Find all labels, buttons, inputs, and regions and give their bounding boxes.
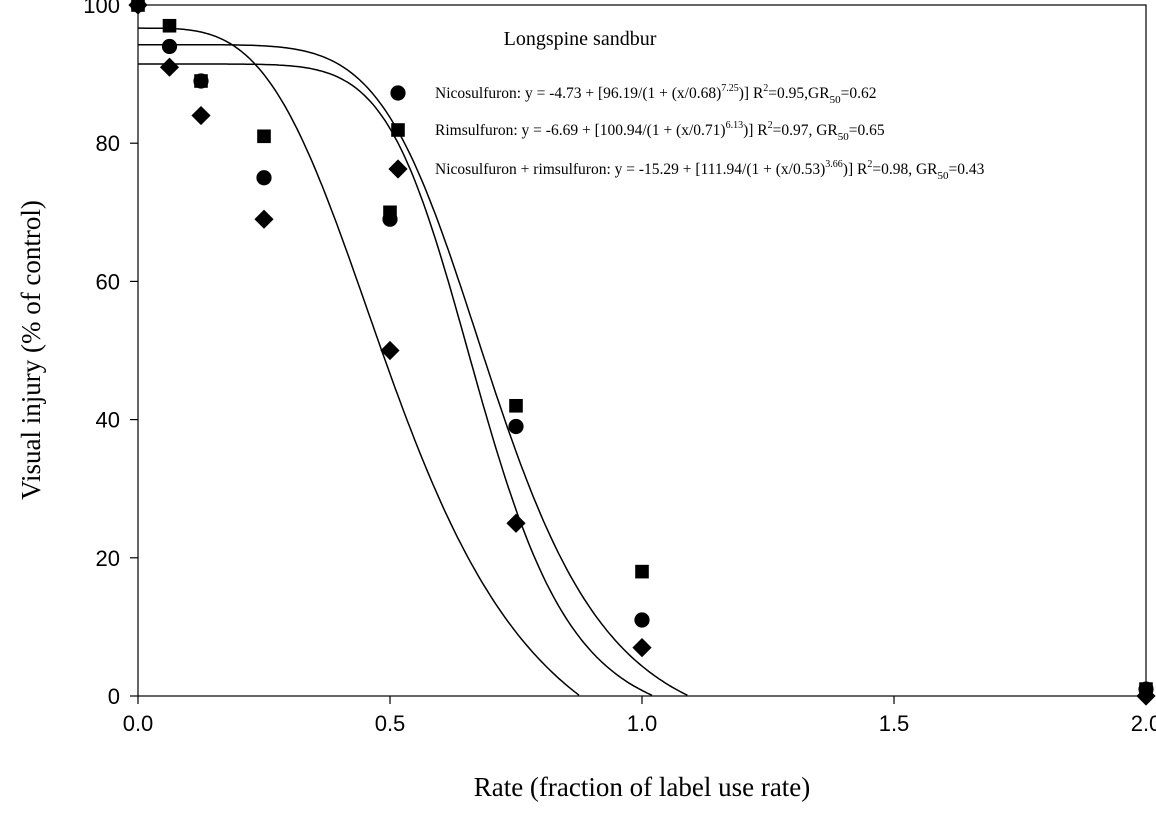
x-axis: 0.0 0.5 1.0 1.5 2.0 (123, 696, 1156, 736)
x-tick-label: 2.0 (1131, 711, 1156, 736)
legend-text-part: 2 (768, 120, 773, 131)
circle-point (508, 418, 524, 435)
diamond-point (254, 209, 274, 229)
legend-text-part: 3.66 (825, 159, 843, 170)
fit-curve (138, 27, 580, 696)
square-point (509, 398, 523, 413)
diamond-point (632, 638, 652, 658)
legend-entry: Rimsulfuron: y = -6.69 + [100.94/(1 + (x… (435, 120, 885, 143)
square-point (194, 74, 208, 88)
legend-circle-marker (390, 85, 406, 101)
x-axis-label: Rate (fraction of label use rate) (474, 772, 811, 802)
y-tick-label: 40 (96, 408, 120, 433)
y-axis: 0 20 40 60 80 100 (83, 0, 138, 709)
x-tick-label: 1.5 (879, 711, 910, 736)
data-points (128, 0, 1156, 706)
legend-text-part: 50 (838, 131, 850, 143)
legend: Nicosulfuron: y = -4.73 + [96.19/(1 + (x… (388, 83, 985, 182)
legend-text-part: )] R (739, 85, 764, 102)
x-tick-label: 1.0 (627, 711, 658, 736)
legend-text-part: )] R (743, 122, 768, 139)
legend-text-part: )] R (843, 161, 868, 178)
legend-text-part: =0.97, GR (773, 122, 839, 139)
diamond-point (128, 0, 148, 15)
legend-entry: Nicosulfuron: y = -4.73 + [96.19/(1 + (x… (435, 83, 876, 106)
legend-text-part: =0.62 (841, 85, 877, 102)
diamond-point (191, 105, 211, 126)
diamond-point (1136, 686, 1156, 706)
legend-text-part: 6.13 (726, 120, 744, 131)
legend-entry: Nicosulfuron + rimsulfuron: y = -15.29 +… (435, 159, 985, 182)
legend-text-part: =0.65 (849, 122, 885, 139)
y-tick-label: 100 (83, 0, 120, 18)
legend-diamond-marker (388, 159, 408, 179)
legend-text-part: Rimsulfuron: y = -6.69 + [100.94/(1 + (x… (435, 122, 726, 139)
legend-text-part: 2 (867, 159, 872, 170)
diamond-point (506, 513, 526, 533)
legend-square-marker (391, 123, 405, 137)
circle-point (256, 170, 272, 186)
legend-text-part: 7.25 (721, 83, 739, 94)
legend-text-part: 2 (763, 83, 768, 94)
square-point (635, 564, 649, 579)
legend-text-part: 50 (937, 170, 949, 182)
legend-text-part: =0.98, GR (872, 161, 938, 178)
legend-text-part: =0.95,GR (768, 85, 830, 102)
y-tick-label: 60 (96, 269, 120, 294)
square-point (383, 205, 397, 220)
y-tick-label: 0 (108, 684, 120, 709)
legend-text-part: Nicosulfuron + rimsulfuron: y = -15.29 +… (435, 161, 825, 178)
legend-text-part: Nicosulfuron: y = -4.73 + [96.19/(1 + (x… (435, 85, 721, 102)
x-tick-label: 0.0 (123, 711, 154, 736)
diamond-point (380, 340, 400, 361)
legend-text-part: =0.43 (948, 161, 984, 178)
y-axis-label: Visual injury (% of control) (16, 200, 46, 500)
fit-curve (138, 63, 653, 696)
legend-text-part: 50 (830, 94, 842, 106)
circle-point (161, 38, 178, 55)
y-tick-label: 80 (96, 131, 120, 156)
square-point (257, 129, 271, 144)
x-tick-label: 0.5 (375, 711, 406, 736)
diamond-point (159, 57, 180, 77)
fit-curve (138, 43, 688, 696)
plot-frame (137, 4, 1147, 697)
chart-title: Longspine sandbur (504, 28, 657, 50)
y-tick-label: 20 (96, 546, 120, 571)
square-point (162, 18, 177, 33)
fitted-curves (138, 27, 688, 696)
circle-point (634, 612, 650, 628)
